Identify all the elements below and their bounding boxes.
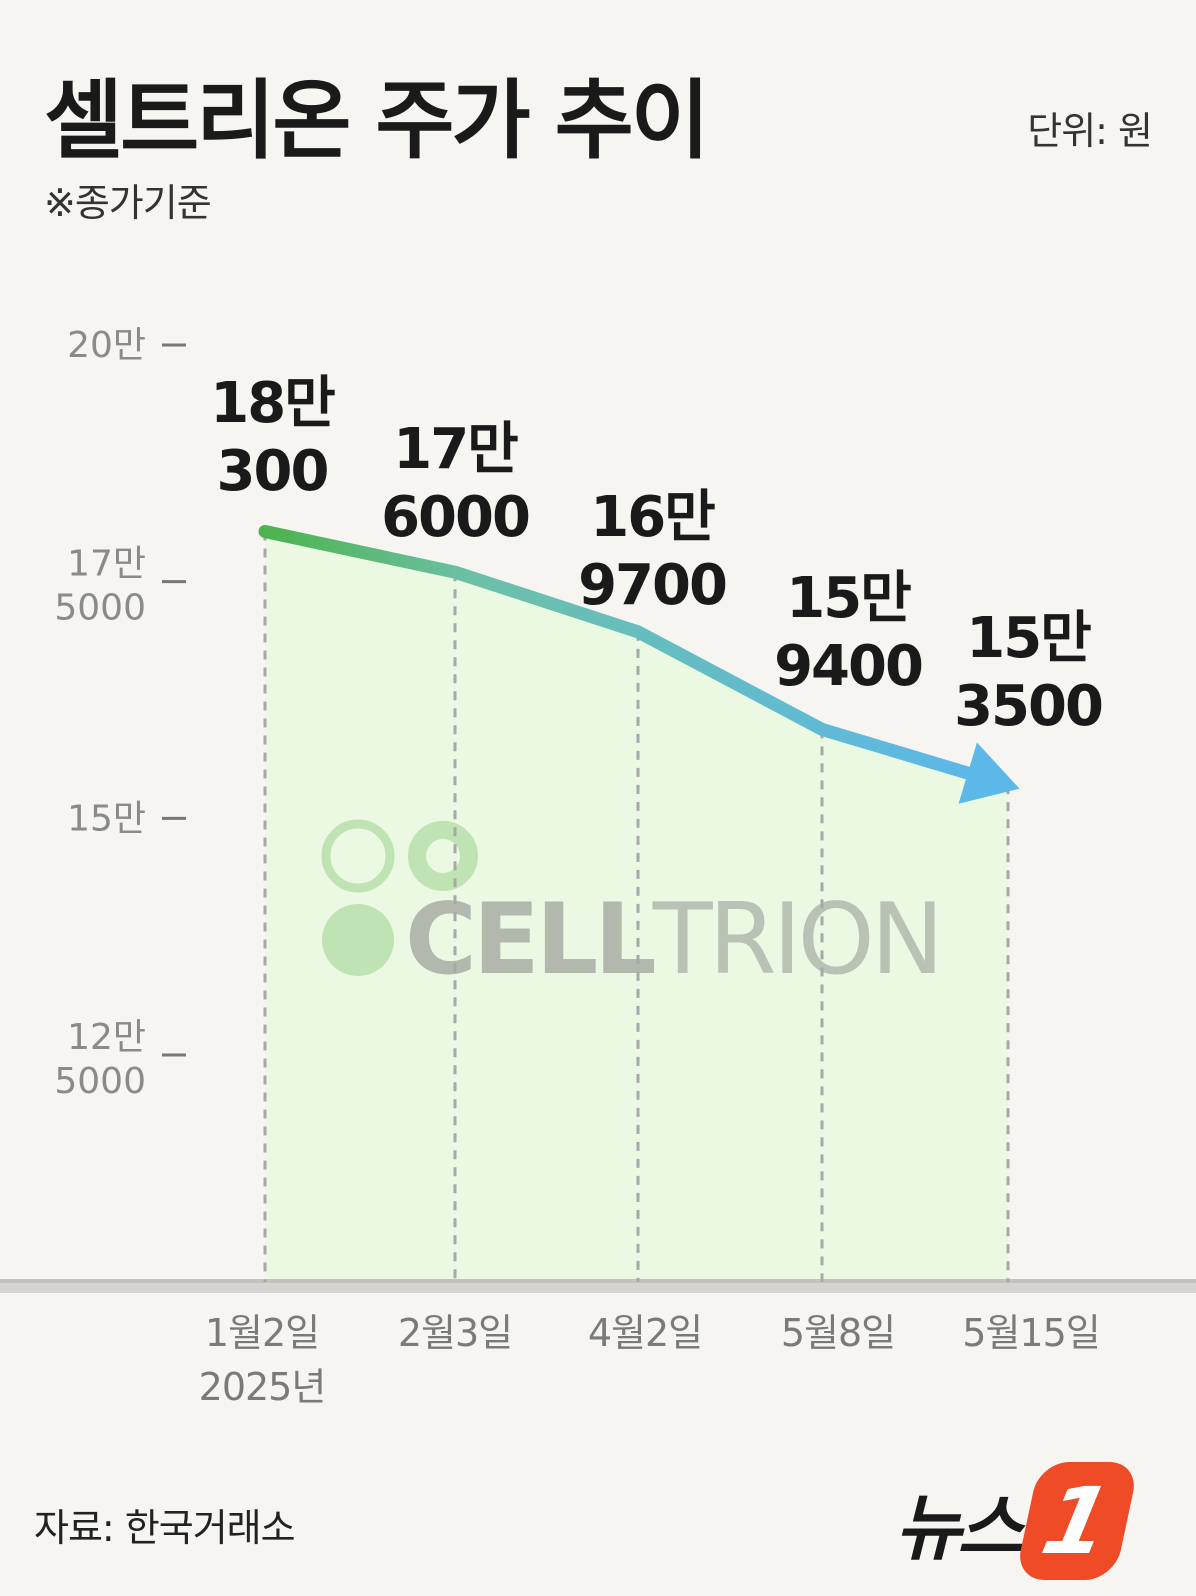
data-label: 300 <box>217 439 328 504</box>
watermark-ring-icon <box>408 821 478 891</box>
watermark-ring-icon <box>321 819 395 893</box>
y-tick-label: 5000 <box>54 1061 146 1102</box>
unit-label: 단위: 원 <box>1027 109 1153 153</box>
x-tick-label: 5월8일 <box>781 1311 895 1355</box>
logo-badge-icon: 1 <box>1014 1462 1141 1580</box>
y-tick-label: 15만 <box>67 798 146 839</box>
x-tick-label: 2025년 <box>199 1365 326 1409</box>
news1-logo: 뉴스 1 <box>895 1462 1141 1580</box>
page-title: 셀트리온 주가 추이 <box>44 71 710 171</box>
data-label: 15만 <box>966 606 1091 671</box>
data-label: 15만 <box>786 566 911 631</box>
y-tick-label: 17만 <box>67 544 146 585</box>
data-source: 자료: 한국거래소 <box>34 1506 296 1550</box>
watermark-word-bold: CELL <box>405 883 654 997</box>
data-label: 6000 <box>381 485 529 550</box>
closing-price-note: ※종가기준 <box>44 181 212 225</box>
data-label: 16만 <box>590 485 715 550</box>
watermark-word-light: TRION <box>652 883 940 997</box>
x-tick-label: 4월2일 <box>588 1311 702 1355</box>
x-tick-label: 5월15일 <box>962 1311 1099 1355</box>
data-label: 3500 <box>954 674 1102 739</box>
x-axis-baseline-edge <box>0 1279 1196 1283</box>
x-tick-label: 1월2일 <box>205 1311 319 1355</box>
y-tick-label: 12만 <box>67 1017 146 1058</box>
watermark-word: CELLTRION <box>405 883 940 997</box>
y-tick-label: 20만 <box>67 325 146 366</box>
data-label: 18만 <box>210 371 335 436</box>
celltrion-watermark: CELLTRION <box>321 819 944 997</box>
series-line <box>258 524 975 780</box>
y-tick-label: 5000 <box>54 588 146 629</box>
data-label: 9400 <box>774 634 922 699</box>
data-label: 17만 <box>393 417 518 482</box>
arrow-head-icon <box>958 742 1020 804</box>
data-label: 9700 <box>578 553 726 618</box>
x-tick-label: 2월3일 <box>398 1311 512 1355</box>
logo-text: 뉴스 <box>895 1485 1024 1570</box>
watermark-dot-icon <box>322 904 394 976</box>
